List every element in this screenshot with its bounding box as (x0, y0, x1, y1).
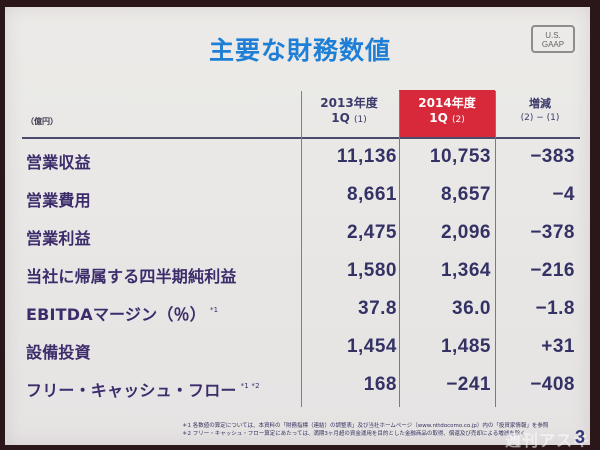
table-row-operating-expenses: 営業費用 8,661 8,657 −4 (5, 183, 590, 213)
column-divider (399, 91, 400, 407)
cell-delta: −216 (530, 260, 575, 281)
cell-fy2013: 1,580 (346, 260, 397, 281)
footnote-marker: *1 *2 (240, 382, 260, 390)
footnote-marker: *1 (209, 306, 219, 314)
page-number: 3 (575, 427, 586, 447)
column-header-line2: 1Q (429, 111, 448, 125)
row-label: 営業収益 (26, 153, 91, 172)
cell-fy2014: 8,657 (440, 184, 491, 205)
highlight-column-header-bg (399, 90, 495, 137)
column-divider (301, 91, 302, 407)
cell-delta: −1.8 (535, 298, 575, 319)
row-label: フリー・キャッシュ・フロー *1 *2 (26, 381, 260, 400)
column-header-fy2014: 2014年度 1Q (2) (399, 96, 495, 128)
cell-fy2013: 168 (363, 374, 397, 395)
cell-fy2013: 1,454 (346, 336, 397, 357)
table-row-capex: 設備投資 1,454 1,485 +31 (5, 335, 590, 365)
cell-fy2013: 8,661 (346, 184, 397, 205)
us-gaap-badge: U.S. GAAP (531, 25, 575, 53)
table-row-operating-revenue: 営業収益 11,136 10,753 −383 (5, 145, 590, 175)
row-label: 当社に帰属する四半期純利益 (26, 267, 237, 286)
row-label: 設備投資 (26, 343, 91, 362)
badge-line1: U.S. (545, 31, 561, 40)
column-header-line1: 2014年度 (418, 96, 476, 110)
column-header-sub: (2) (452, 115, 465, 125)
cell-fy2014: −241 (446, 374, 491, 395)
cell-fy2014: 2,096 (440, 222, 491, 243)
table-row-free-cash-flow: フリー・キャッシュ・フロー *1 *2 168 −241 −408 (5, 373, 590, 403)
column-header-fy2013: 2013年度 1Q (1) (301, 96, 397, 128)
table-row-net-income: 当社に帰属する四半期純利益 1,580 1,364 −216 (5, 259, 590, 289)
column-header-line1: 増減 (529, 97, 551, 110)
column-header-line2: 1Q (331, 111, 350, 125)
cell-delta: −383 (530, 146, 575, 167)
column-header-line1: 2013年度 (320, 96, 378, 110)
cell-fy2013: 11,136 (336, 146, 397, 167)
column-header-delta: 増減 (2) − (1) (495, 96, 585, 126)
row-label: 営業利益 (26, 229, 91, 248)
footnote-1: ＊1 各数値の算定については、本資料の「財務指標（連結）の調整表」及び当社ホーム… (182, 423, 549, 429)
cell-delta: +31 (541, 336, 575, 357)
badge-line2: GAAP (541, 40, 565, 49)
cell-fy2013: 2,475 (346, 222, 397, 243)
publisher-watermark: 週刊アスキー (505, 431, 591, 450)
cell-fy2014: 1,485 (440, 336, 491, 357)
cell-fy2014: 1,364 (440, 260, 491, 281)
table-row-operating-income: 営業利益 2,475 2,096 −378 (5, 221, 590, 251)
cell-delta: −408 (530, 374, 575, 395)
footnotes: ＊1 各数値の算定については、本資料の「財務指標（連結）の調整表」及び当社ホーム… (182, 422, 548, 438)
footnote-2: ＊2 フリー・キャッシュ・フロー算定にあたっては、満期3ヶ月超の資金運用を目的と… (182, 431, 526, 437)
column-header-sub: (1) (354, 115, 367, 125)
cell-fy2013: 37.8 (358, 298, 397, 319)
row-label: EBITDAマージン（％） *1 (26, 305, 219, 324)
cell-delta: −4 (552, 184, 575, 205)
table-row-ebitda-margin: EBITDAマージン（％） *1 37.8 36.0 −1.8 (5, 297, 590, 327)
cell-fy2014: 10,753 (429, 146, 491, 167)
unit-label: （億円） (26, 117, 58, 126)
row-label: 営業費用 (26, 191, 91, 210)
column-divider (495, 91, 496, 407)
cell-delta: −378 (530, 222, 575, 243)
slide-title: 主要な財務数値 (208, 36, 391, 65)
presentation-slide: 主要な財務数値 U.S. GAAP （億円） 2013年度 1Q (1) 201… (5, 7, 590, 450)
cell-fy2014: 36.0 (452, 298, 491, 319)
column-header-sub: (2) − (1) (520, 113, 560, 123)
